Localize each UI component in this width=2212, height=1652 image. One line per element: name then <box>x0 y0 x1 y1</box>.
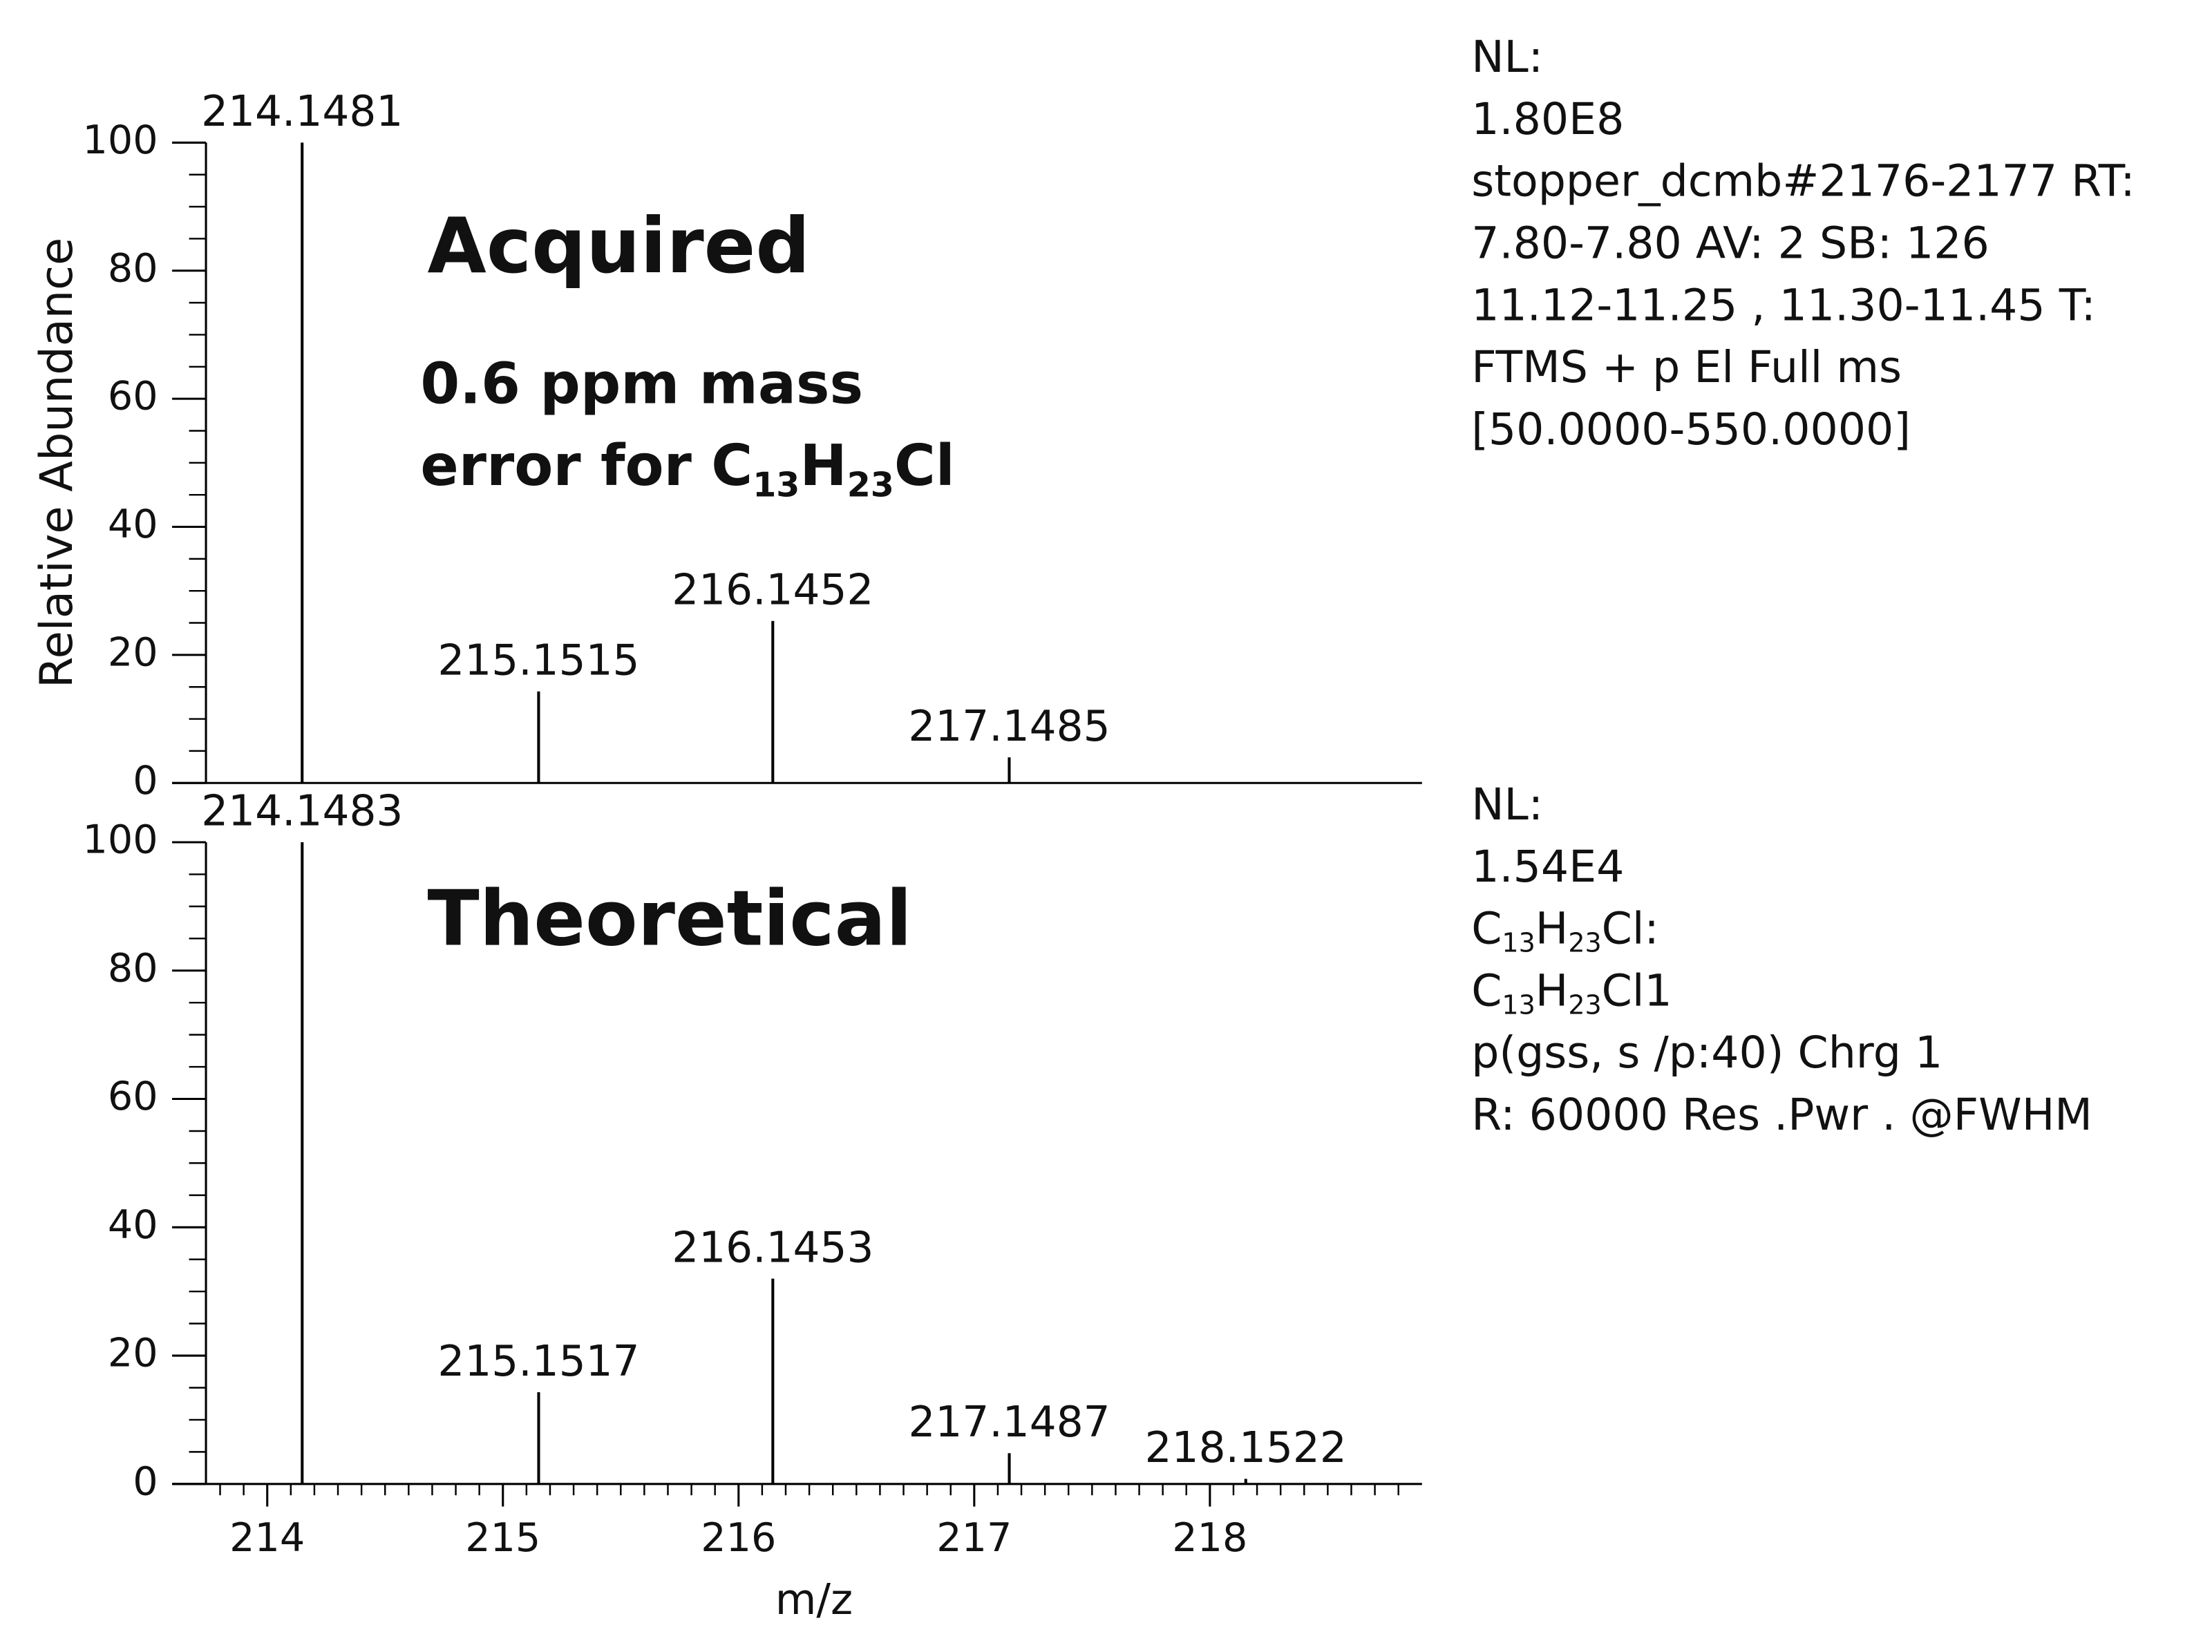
panel-title: Theoretical <box>428 875 912 963</box>
peak-label: 215.1517 <box>437 1337 639 1386</box>
y-tick-label: 80 <box>108 945 158 991</box>
text-segment: H <box>1535 965 1569 1016</box>
annotation: error for C13H23Cl <box>420 433 954 504</box>
peak-label: 214.1483 <box>201 787 403 836</box>
subscript: 23 <box>1568 989 1601 1020</box>
peak-label: 217.1487 <box>908 1398 1110 1447</box>
text-segment: NL: <box>1471 31 1543 82</box>
peak-label: 218.1522 <box>1145 1423 1347 1472</box>
info-line: C13H23Cl1 <box>1471 965 1672 1020</box>
y-tick-label: 20 <box>108 1331 158 1376</box>
subscript: 13 <box>1502 927 1535 958</box>
text-segment: 1.80E8 <box>1471 93 1624 144</box>
subscript: 13 <box>753 465 800 504</box>
text-segment: stopper_dcmb#2176-2177 RT: <box>1471 155 2135 206</box>
text-segment: NL: <box>1471 779 1543 830</box>
peak-label: 215.1515 <box>437 636 639 685</box>
y-tick-label: 60 <box>108 374 158 419</box>
peak-label: 214.1481 <box>201 87 403 136</box>
x-tick-label: 214 <box>229 1515 305 1561</box>
subscript: 23 <box>847 465 894 504</box>
y-tick-label: 80 <box>108 245 158 291</box>
info-line: 11.12-11.25 , 11.30-11.45 T: <box>1471 279 2096 330</box>
subscript: 13 <box>1502 989 1535 1020</box>
peak-label: 217.1485 <box>908 702 1110 751</box>
text-segment: C <box>1471 965 1502 1016</box>
text-segment: FTMS + p El Full ms <box>1471 341 1902 392</box>
x-tick-label: 215 <box>465 1515 540 1561</box>
info-line: C13H23Cl: <box>1471 902 1659 958</box>
info-line: FTMS + p El Full ms <box>1471 341 1902 392</box>
y-tick-label: 40 <box>108 1202 158 1248</box>
y-tick-label: 20 <box>108 629 158 675</box>
y-tick-label: 0 <box>133 758 158 804</box>
x-axis-label: m/z <box>775 1575 853 1624</box>
y-tick-label: 100 <box>83 817 158 863</box>
text-segment: H <box>800 433 847 499</box>
info-line: 7.80-7.80 AV: 2 SB: 126 <box>1471 217 1989 268</box>
text-segment: R: 60000 Res .Pwr . @FWHM <box>1471 1089 2092 1140</box>
x-tick-label: 217 <box>936 1515 1012 1561</box>
x-tick-label: 218 <box>1172 1515 1247 1561</box>
text-segment: Cl1 <box>1602 965 1672 1016</box>
y-tick-label: 60 <box>108 1074 158 1119</box>
info-line: p(gss, s /p:40) Chrg 1 <box>1471 1027 1942 1078</box>
peak-label: 216.1453 <box>672 1223 873 1272</box>
text-segment: 1.54E4 <box>1471 840 1624 891</box>
subscript: 23 <box>1568 927 1601 958</box>
x-tick-label: 216 <box>701 1515 776 1561</box>
peak-label: 216.1452 <box>672 566 873 615</box>
text-segment: 0.6 ppm mass <box>420 352 863 417</box>
info-line: stopper_dcmb#2176-2177 RT: <box>1471 155 2135 206</box>
info-line: 1.80E8 <box>1471 93 1624 144</box>
info-line: R: 60000 Res .Pwr . @FWHM <box>1471 1089 2092 1140</box>
y-tick-label: 40 <box>108 502 158 547</box>
text-segment: Cl <box>894 433 955 499</box>
panel-title: Acquired <box>428 202 811 290</box>
text-segment: Cl: <box>1602 902 1659 953</box>
info-line: 1.54E4 <box>1471 840 1624 891</box>
text-segment: C <box>1471 902 1502 953</box>
info-line: [50.0000-550.0000] <box>1471 403 1911 454</box>
info-line: NL: <box>1471 31 1543 82</box>
info-line: NL: <box>1471 779 1543 830</box>
text-segment: H <box>1535 902 1569 953</box>
text-segment: p(gss, s /p:40) Chrg 1 <box>1471 1027 1942 1078</box>
text-segment: [50.0000-550.0000] <box>1471 403 1911 454</box>
text-segment: 11.12-11.25 , 11.30-11.45 T: <box>1471 279 2096 330</box>
y-axis-label: Relative Abundance <box>30 238 83 688</box>
annotation: 0.6 ppm mass <box>420 352 863 417</box>
text-segment: error for C <box>420 433 753 499</box>
y-tick-label: 0 <box>133 1459 158 1504</box>
text-segment: 7.80-7.80 AV: 2 SB: 126 <box>1471 217 1989 268</box>
y-tick-label: 100 <box>83 117 158 163</box>
